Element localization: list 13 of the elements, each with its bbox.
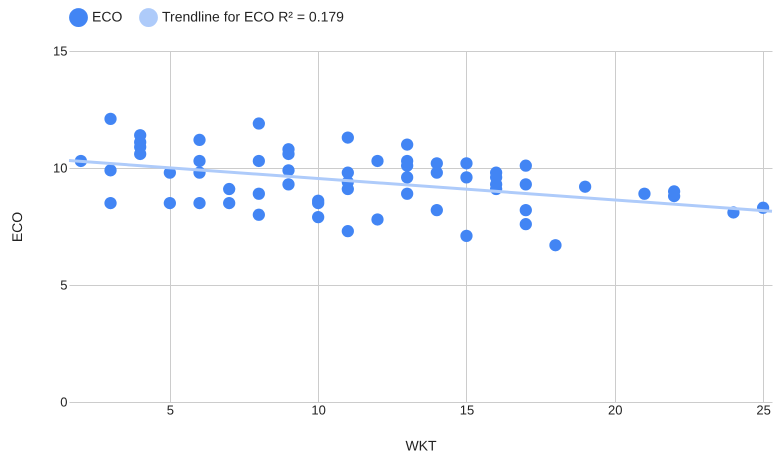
y-tick-label: 5: [60, 278, 68, 292]
y-tick-label: 0: [60, 394, 68, 410]
y-tick-label: 15: [53, 44, 68, 58]
x-tick-label: 25: [756, 402, 771, 418]
x-tick-label: 15: [460, 402, 474, 418]
legend-label: ECO: [92, 8, 122, 25]
legend-label: Trendline for ECO R² = 0.179: [162, 8, 344, 25]
x-axis-title: WKT: [405, 438, 437, 454]
y-axis-title: ECO: [9, 212, 26, 242]
x-tick-label: 5: [166, 402, 174, 418]
x-tick-label: 20: [608, 402, 623, 418]
y-tick-label: 10: [53, 160, 68, 176]
x-tick-label: 10: [311, 402, 326, 418]
